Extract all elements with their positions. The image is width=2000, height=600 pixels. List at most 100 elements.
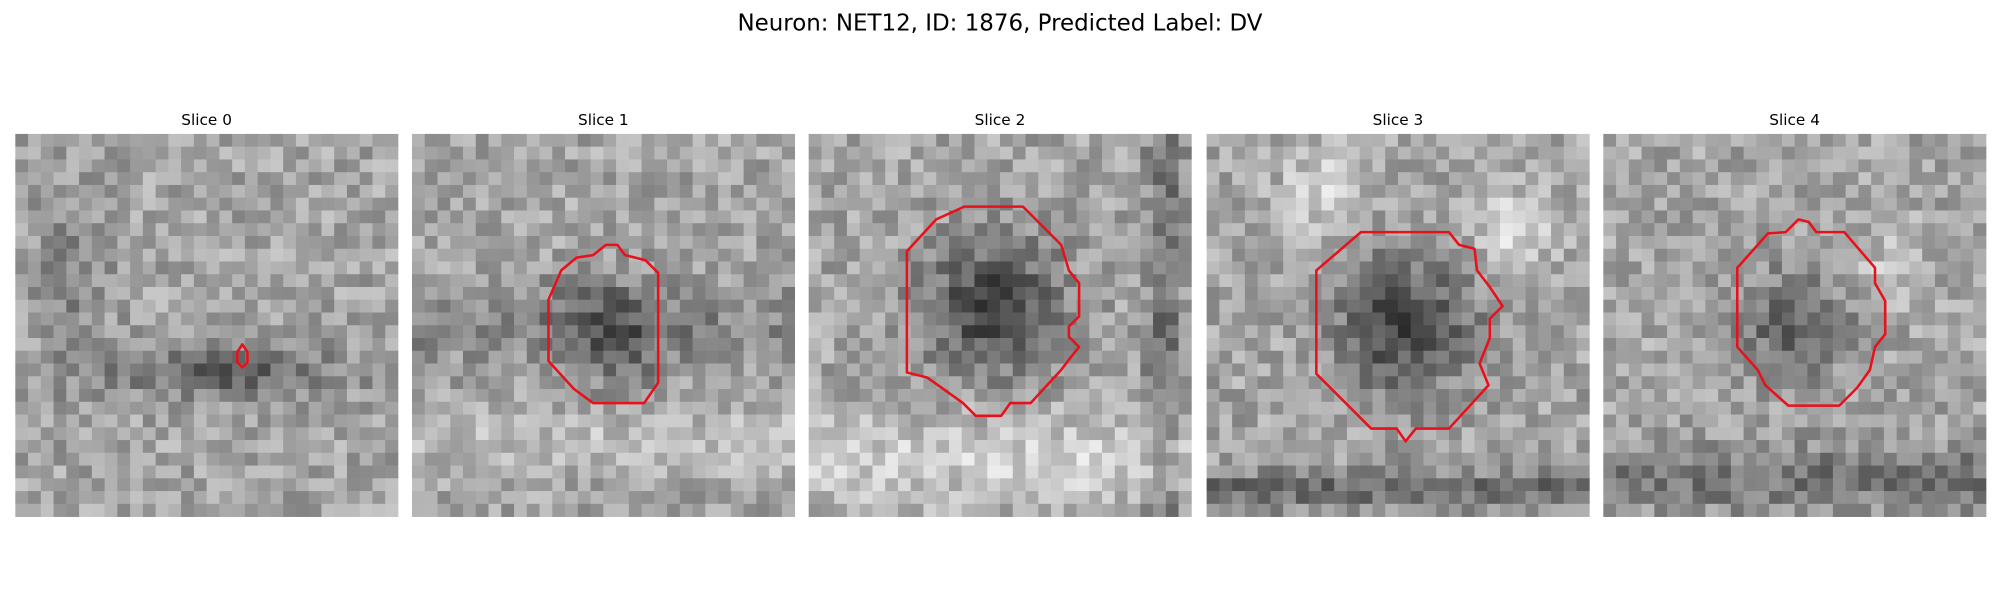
pixel bbox=[232, 133, 246, 148]
pixel bbox=[411, 210, 426, 224]
pixel bbox=[1372, 197, 1386, 211]
pixel bbox=[1960, 478, 1974, 492]
pixel bbox=[1270, 274, 1284, 288]
pixel bbox=[1756, 261, 1770, 275]
pixel bbox=[910, 248, 924, 262]
pixel bbox=[1871, 491, 1885, 505]
pixel bbox=[1756, 274, 1770, 288]
pixel bbox=[1487, 235, 1501, 250]
pixel bbox=[1283, 389, 1297, 403]
pixel bbox=[1794, 414, 1808, 428]
pixel bbox=[475, 261, 489, 275]
pixel bbox=[1232, 274, 1246, 288]
pixel bbox=[705, 159, 719, 173]
pixel bbox=[1781, 235, 1796, 250]
pixel bbox=[346, 401, 361, 415]
pixel bbox=[1165, 197, 1179, 211]
pixel bbox=[1436, 414, 1450, 428]
pixel bbox=[321, 478, 335, 492]
pixel bbox=[117, 210, 131, 224]
pixel bbox=[437, 376, 451, 390]
pixel bbox=[1563, 465, 1577, 479]
pixel bbox=[334, 197, 348, 211]
pixel bbox=[769, 452, 783, 466]
pixel bbox=[411, 363, 426, 377]
pixel bbox=[40, 172, 54, 186]
pixel bbox=[359, 414, 373, 428]
pixel bbox=[1576, 503, 1590, 517]
pixel bbox=[821, 261, 835, 275]
pixel bbox=[859, 159, 873, 173]
pixel bbox=[1232, 491, 1246, 505]
slice-image bbox=[1603, 133, 1987, 517]
pixel bbox=[834, 223, 848, 237]
pixel bbox=[463, 312, 477, 326]
pixel bbox=[552, 427, 566, 441]
pixel bbox=[948, 325, 963, 339]
pixel bbox=[692, 389, 706, 403]
pixel bbox=[885, 491, 899, 505]
pixel bbox=[743, 261, 757, 275]
pixel bbox=[641, 414, 655, 428]
pixel bbox=[270, 465, 284, 479]
pixel bbox=[346, 299, 361, 313]
pixel bbox=[437, 248, 451, 262]
pixel bbox=[475, 427, 489, 441]
pixel bbox=[1474, 210, 1488, 224]
pixel bbox=[40, 133, 54, 148]
pixel bbox=[641, 440, 655, 454]
pixel bbox=[705, 312, 719, 326]
pixel bbox=[821, 210, 835, 224]
pixel bbox=[705, 325, 719, 339]
pixel bbox=[1410, 146, 1424, 160]
pixel bbox=[1654, 478, 1668, 492]
pixel bbox=[168, 133, 182, 148]
pixel bbox=[590, 223, 604, 237]
pixel bbox=[781, 146, 796, 160]
pixel bbox=[590, 401, 604, 415]
pixel bbox=[961, 146, 975, 160]
pixel bbox=[897, 184, 912, 199]
pixel bbox=[756, 440, 770, 454]
pixel bbox=[872, 184, 886, 199]
pixel bbox=[1232, 235, 1246, 250]
pixel bbox=[1102, 478, 1116, 492]
pixel bbox=[846, 172, 861, 186]
pixel bbox=[1871, 312, 1885, 326]
pixel bbox=[1436, 389, 1450, 403]
pixel bbox=[450, 312, 464, 326]
pixel bbox=[79, 350, 93, 364]
pixel bbox=[1178, 414, 1192, 428]
pixel bbox=[628, 299, 642, 313]
pixel bbox=[270, 376, 284, 390]
pixel bbox=[463, 210, 477, 224]
pixel bbox=[1219, 427, 1233, 441]
pixel bbox=[974, 261, 988, 275]
pixel bbox=[910, 210, 924, 224]
pixel bbox=[603, 478, 617, 492]
pixel bbox=[193, 350, 208, 364]
pixel bbox=[130, 286, 144, 301]
pixel bbox=[1359, 338, 1373, 352]
pixel bbox=[1000, 210, 1014, 224]
pixel bbox=[654, 440, 668, 454]
pixel bbox=[359, 338, 373, 352]
pixel bbox=[808, 401, 822, 415]
pixel bbox=[1525, 274, 1539, 288]
pixel bbox=[117, 338, 131, 352]
pixel bbox=[821, 274, 835, 288]
pixel bbox=[1321, 286, 1335, 301]
pixel bbox=[1114, 440, 1128, 454]
pixel bbox=[846, 465, 861, 479]
pixel bbox=[463, 197, 477, 211]
pixel bbox=[628, 338, 642, 352]
pixel bbox=[283, 299, 297, 313]
pixel bbox=[910, 299, 924, 313]
pixel bbox=[565, 478, 579, 492]
pixel bbox=[514, 376, 528, 390]
pixel bbox=[718, 159, 732, 173]
pixel bbox=[1679, 465, 1693, 479]
pixel bbox=[987, 159, 1001, 173]
pixel bbox=[488, 261, 502, 275]
pixel bbox=[628, 146, 642, 160]
